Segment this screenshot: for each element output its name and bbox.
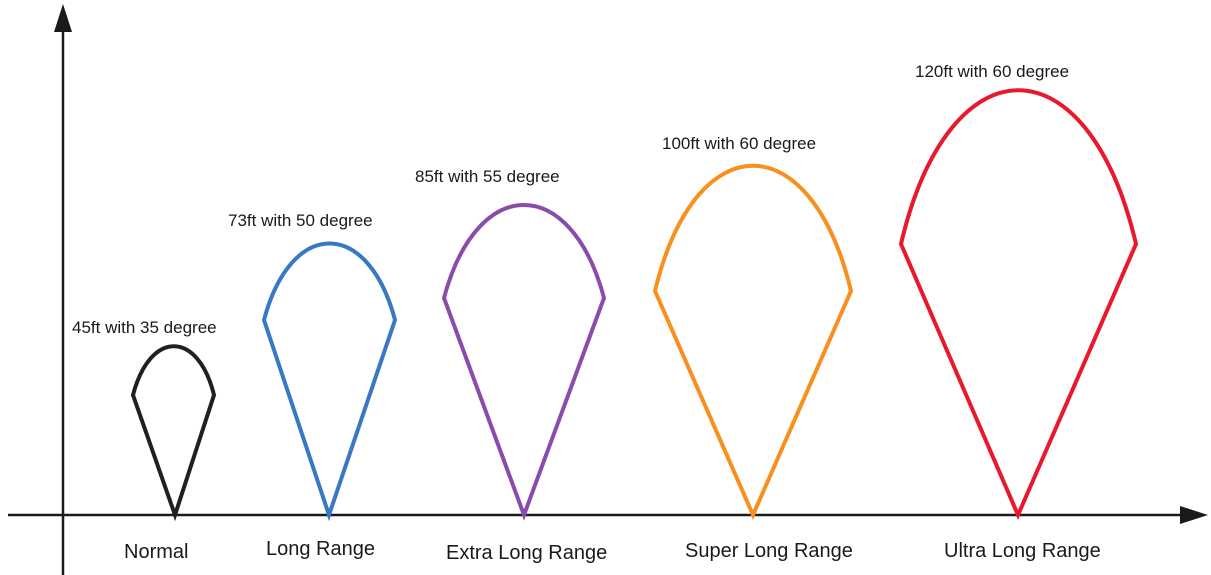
caption-super-long-range: 100ft with 60 degree bbox=[662, 134, 816, 153]
category-label-long-range: Long Range bbox=[266, 538, 375, 560]
category-label-ultra-long-range: Ultra Long Range bbox=[944, 540, 1101, 562]
caption-extra-long-range: 85ft with 55 degree bbox=[415, 167, 560, 186]
category-label-extra-long-range: Extra Long Range bbox=[446, 542, 607, 564]
beam-shape-super-long-range bbox=[655, 166, 851, 515]
caption-normal: 45ft with 35 degree bbox=[72, 318, 217, 337]
beam-shape-ultra-long-range bbox=[901, 90, 1136, 515]
category-label-super-long-range: Super Long Range bbox=[685, 540, 853, 562]
beam-shape-extra-long-range bbox=[444, 205, 604, 515]
category-label-normal: Normal bbox=[124, 541, 188, 563]
beam-shape-normal bbox=[133, 346, 214, 515]
x-axis-arrow-icon bbox=[1180, 506, 1208, 524]
caption-ultra-long-range: 120ft with 60 degree bbox=[915, 62, 1069, 81]
beam-shape-long-range bbox=[264, 244, 395, 516]
caption-long-range: 73ft with 50 degree bbox=[228, 211, 373, 230]
y-axis-arrow-icon bbox=[54, 4, 72, 32]
